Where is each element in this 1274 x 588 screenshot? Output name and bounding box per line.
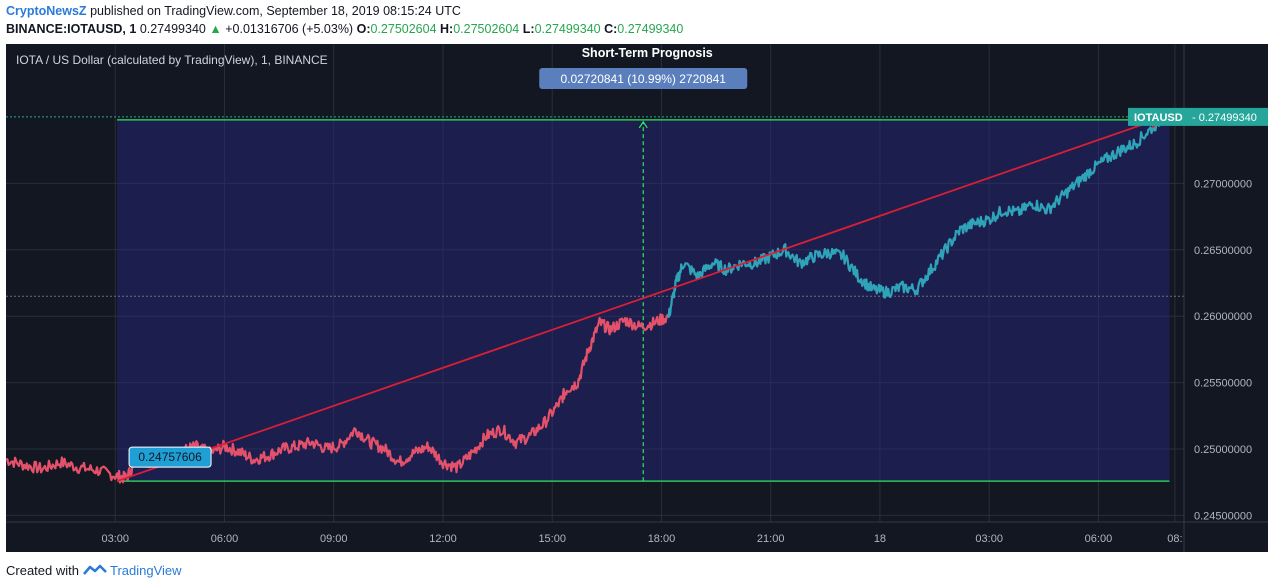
y-tick-label: 0.27000000 <box>1194 178 1252 190</box>
y-tick-label: 0.25500000 <box>1194 378 1252 390</box>
axes: 0.24500000 0.25000000 0.25500000 0.26000000… <box>6 44 1268 552</box>
x-tick-label: 03:00 <box>975 533 1003 545</box>
publisher-link[interactable]: CryptoNewsZ <box>6 4 87 18</box>
price-line-segment-teal <box>666 116 1166 319</box>
x-tick-label: 15:00 <box>538 533 566 545</box>
measure-badge-text: 0.02720841 (10.99%) 2720841 <box>561 72 727 86</box>
open-label: O: <box>356 22 371 36</box>
close-value: 0.27499340 <box>617 22 684 36</box>
footer: Created with TradingView <box>6 563 182 578</box>
publish-line: CryptoNewsZ published on TradingView.com… <box>6 4 461 18</box>
guides <box>6 116 1184 482</box>
last-price-value: - 0.27499340 <box>1192 112 1257 124</box>
ohlc-line: BINANCE:IOTAUSD, 1 0.27499340 ▲ +0.01316… <box>6 22 683 36</box>
high-label: H: <box>440 22 454 36</box>
x-tick-label: 21:00 <box>757 533 785 545</box>
created-with-text: Created with <box>6 563 79 578</box>
x-tick-label: 18:00 <box>648 533 676 545</box>
tradingview-logo-icon <box>82 564 107 575</box>
x-tick-label: 06:00 <box>1085 533 1113 545</box>
close-label: C: <box>604 22 618 36</box>
y-tick-label: 0.25000000 <box>1194 444 1252 456</box>
y-tick-label: 0.26500000 <box>1194 245 1252 257</box>
tradingview-link[interactable]: TradingView <box>110 563 182 578</box>
change-value: +0.01316706 (+5.03%) <box>225 22 354 36</box>
y-tick-label: 0.24500000 <box>1194 510 1252 522</box>
open-value: 0.27502604 <box>370 22 437 36</box>
grid <box>6 44 1184 522</box>
labels: IOTA / US Dollar (calculated by TradingV… <box>16 46 1268 468</box>
published-text: published on TradingView.com, September … <box>90 4 461 18</box>
low-value: 0.27499340 <box>534 22 601 36</box>
symbol-label: BINANCE:IOTAUSD, 1 <box>6 22 137 36</box>
series-label: IOTA / US Dollar (calculated by TradingV… <box>16 53 328 67</box>
chart-title: Short-Term Prognosis <box>582 46 713 60</box>
change-up-icon: ▲ <box>209 22 222 36</box>
chart-area[interactable] <box>6 44 1268 552</box>
last-price-symbol: IOTAUSD <box>1134 112 1183 124</box>
x-tick-label: 18 <box>874 533 886 545</box>
high-value: 0.27502604 <box>453 22 520 36</box>
x-tick-label: 06:00 <box>211 533 239 545</box>
start-price-badge <box>128 446 212 468</box>
last-price-badge <box>1128 107 1268 126</box>
x-tick-label: 03:00 <box>101 533 129 545</box>
low-label: L: <box>522 22 535 36</box>
last-price: 0.27499340 <box>139 22 206 36</box>
x-tick-label: 09:00 <box>320 533 348 545</box>
measure-badge <box>539 68 748 89</box>
x-tick-label: 12:00 <box>429 533 457 545</box>
overlays <box>116 115 1166 483</box>
y-tick-label: 0.26000000 <box>1194 311 1252 323</box>
measure-arrowhead <box>638 120 648 129</box>
x-tick-label: 08: <box>1167 533 1182 545</box>
start-price-text: 0.24757606 <box>138 450 202 464</box>
price-chart[interactable]: 0.24500000 0.25000000 0.25500000 0.26000000… <box>6 44 1268 552</box>
trend-arrow <box>116 115 1166 483</box>
